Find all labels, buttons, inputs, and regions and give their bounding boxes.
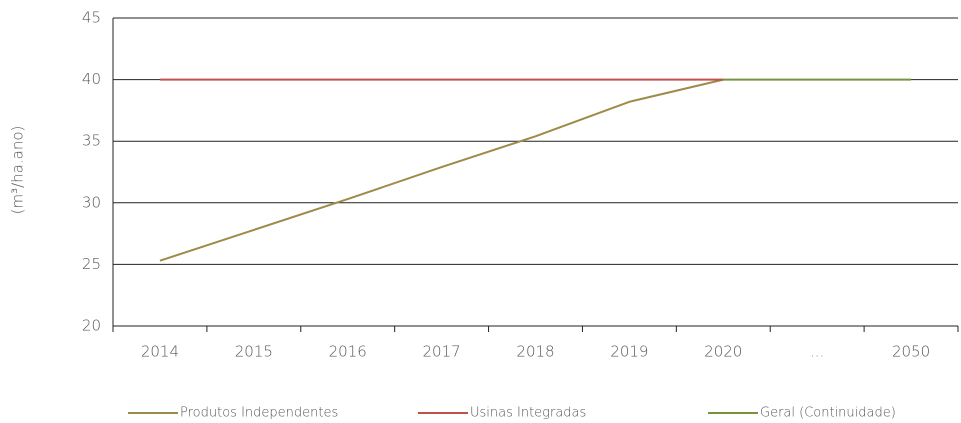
- x-tick-label: 2015: [235, 343, 273, 361]
- y-tick-label: 20: [82, 317, 101, 335]
- x-tick-label: 2019: [610, 343, 648, 361]
- legend-label: Geral (Continuidade): [760, 406, 896, 421]
- y-tick-label: 35: [82, 132, 101, 150]
- x-tick-label: 2050: [892, 343, 930, 361]
- x-tick-label: 2020: [704, 343, 742, 361]
- y-tick-label: 25: [82, 255, 101, 273]
- y-tick-label: 40: [82, 70, 101, 88]
- y-axis-label: (m³/ha.ano): [9, 126, 27, 215]
- series-line: [159, 78, 724, 262]
- y-tick-label: 30: [82, 193, 101, 211]
- x-tick-label: 2016: [329, 343, 367, 361]
- x-tick-label: 2017: [423, 343, 461, 361]
- x-tick-label: ...: [810, 343, 824, 361]
- legend-label: Usinas Integradas: [470, 406, 586, 421]
- legend-label: Produtos Independentes: [180, 406, 338, 421]
- x-tick-label: 2018: [516, 343, 554, 361]
- legend: Produtos Independentes Usinas Integradas G…: [128, 406, 896, 421]
- x-tick-label: 2014: [141, 343, 179, 361]
- y-tick-label: 45: [82, 9, 101, 27]
